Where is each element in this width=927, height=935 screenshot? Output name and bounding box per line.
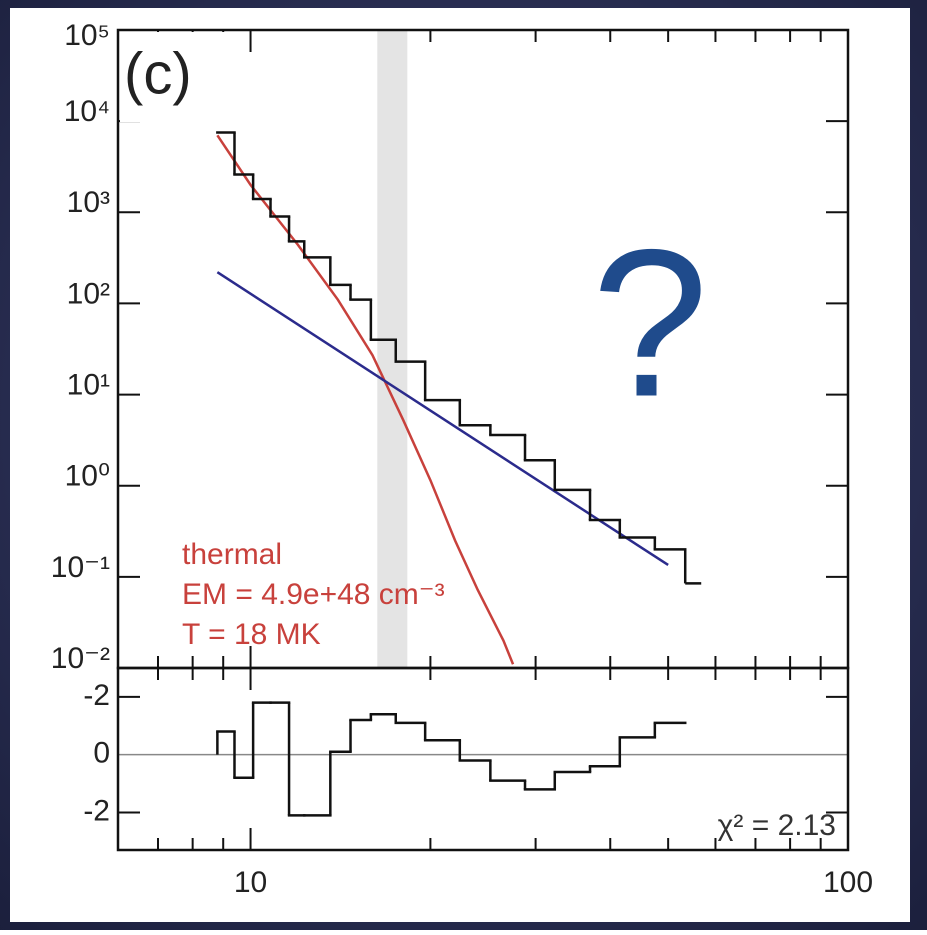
y-tick-label: 10²: [67, 277, 110, 310]
plot-frame: [116, 666, 850, 852]
annotation: thermal: [182, 538, 282, 571]
annotation: χ² = 2.13: [718, 809, 836, 842]
model-curve: [216, 271, 669, 567]
y-tick-label: -2: [83, 679, 110, 712]
question-mark: ?: [592, 205, 709, 440]
x-tick-label: 10: [234, 866, 267, 899]
plot: 10⁵ 10⁴ 10³ 10² 10¹ 10⁰ 10⁻¹ 10⁻² (c) thermal EM =…: [51, 19, 873, 899]
y-tick-label: 10⁴: [64, 95, 110, 128]
annotation: EM = 4.9e+48 cm⁻³: [182, 578, 445, 611]
figure-panel: [10, 8, 910, 922]
y-tick-label: 10³: [67, 186, 110, 219]
shaded-band: [377, 30, 408, 668]
model-curve: [216, 134, 515, 665]
y-tick-label: 10⁻²: [51, 642, 110, 675]
y-tick-label: 0: [93, 737, 110, 770]
label-bg: [120, 32, 230, 122]
y-tick-label: 10⁵: [64, 19, 110, 52]
y-tick-label: 10¹: [67, 368, 110, 401]
y-tick-label: 10⁰: [65, 460, 110, 493]
annotation: T = 18 MK: [182, 618, 321, 651]
panel-label: (c): [124, 41, 192, 106]
y-tick-label: 10⁻¹: [51, 551, 110, 584]
y-tick-label: -2: [83, 794, 110, 827]
x-tick-label: 100: [823, 866, 873, 899]
